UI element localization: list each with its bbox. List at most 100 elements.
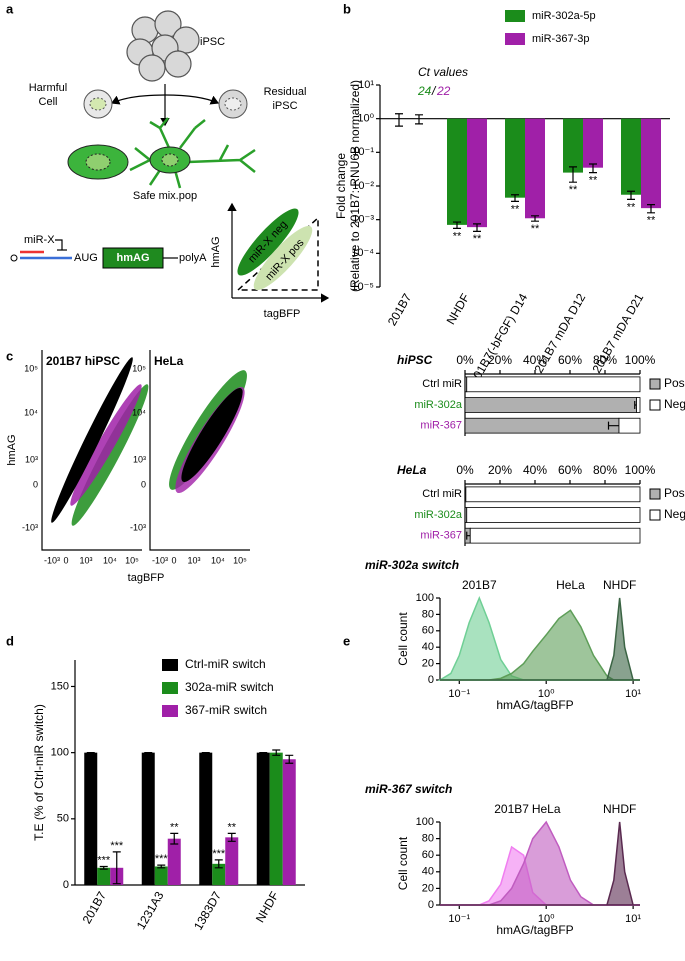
x-tick-label: -10³ xyxy=(152,555,168,565)
x-tick-label: 0 xyxy=(171,555,176,565)
y-tick-label: 10³ xyxy=(133,454,146,464)
x-tick-label: 10⁴ xyxy=(211,555,225,565)
x-tick-label: 1231A3 xyxy=(134,889,167,932)
x-tick-label: 10⁰ xyxy=(538,913,555,925)
significance: ** xyxy=(647,215,656,227)
x-tick-label: 10⁴ xyxy=(103,555,117,565)
x-tick-label: 10⁵ xyxy=(125,555,139,565)
legend-swatch xyxy=(649,399,661,411)
label: AUG xyxy=(74,252,98,264)
significance: ** xyxy=(569,184,578,196)
x-tick-label: NHDF xyxy=(444,291,473,327)
y-tick-label: 10⁻² xyxy=(352,180,374,192)
arrow xyxy=(164,94,220,105)
bar xyxy=(282,759,296,885)
bar xyxy=(225,837,239,885)
y-tick-label: 50 xyxy=(57,813,69,825)
chart-title: HeLa xyxy=(397,463,427,477)
x-tick-label: 40% xyxy=(523,353,547,367)
x-tick-label: 10³ xyxy=(187,555,200,565)
plot-title: HeLa xyxy=(154,354,184,368)
y-axis-label: T.E (% of Ctrl-miR switch) xyxy=(32,704,46,841)
significance: ** xyxy=(511,203,520,215)
population xyxy=(237,208,299,276)
label: miR-X xyxy=(24,234,55,246)
series-label: HeLa xyxy=(532,802,561,816)
chart-title: miR-302a switch xyxy=(365,558,459,572)
legend-label: Ctrl-miR switch xyxy=(185,657,266,671)
x-tick-label: 0% xyxy=(456,353,474,367)
panel-letter: e xyxy=(343,633,350,648)
bar xyxy=(269,752,283,885)
y-tick-label: -10³ xyxy=(130,522,146,532)
x-tick-label: NHDF xyxy=(253,889,282,925)
ct-title: Ct values xyxy=(418,65,468,79)
legend-swatch xyxy=(162,682,178,694)
x-axis-label: hmAG/tagBFP xyxy=(496,923,573,937)
x-tick-label: 10⁰ xyxy=(538,688,555,700)
legend-swatch xyxy=(649,509,661,521)
legend-label: 302a-miR switch xyxy=(185,680,274,694)
bar xyxy=(256,752,270,885)
panel-letter: a xyxy=(6,1,14,16)
y-tick-label: miR-367 xyxy=(420,420,462,432)
legend-label: Pos xyxy=(664,486,685,500)
y-tick-label: 80 xyxy=(422,608,434,620)
bar-segment xyxy=(466,376,641,393)
bar-segment xyxy=(469,527,641,544)
x-tick-label: 10³ xyxy=(79,555,92,565)
y-tick-label: 10⁰ xyxy=(357,113,374,125)
x-tick-label: 40% xyxy=(523,463,547,477)
label: Safe mix.pop xyxy=(133,190,197,202)
significance: ** xyxy=(227,821,236,833)
x-tick-label: 0 xyxy=(63,555,68,565)
significance: ** xyxy=(531,223,540,235)
significance: *** xyxy=(110,840,124,852)
bar xyxy=(84,752,98,885)
legend-label: Neg xyxy=(664,507,685,521)
error-bar xyxy=(99,865,108,870)
y-axis-label: Cell count xyxy=(396,612,410,666)
population xyxy=(253,225,313,291)
legend-label: miR-367-3p xyxy=(532,33,589,45)
legend-label: Pos xyxy=(664,376,685,390)
x-tick-label: -10³ xyxy=(44,555,60,565)
x-tick-label: 60% xyxy=(558,463,582,477)
cap xyxy=(10,254,18,262)
axis-label: hmAG xyxy=(210,236,222,267)
bar-segment xyxy=(466,507,641,523)
significance: *** xyxy=(97,854,111,866)
y-tick-label: 10⁴ xyxy=(132,407,146,417)
y-tick-label: Ctrl miR xyxy=(422,488,462,500)
x-tick-label: 0% xyxy=(456,463,474,477)
y-tick-label: 40 xyxy=(422,641,434,653)
x-tick-label: 10⁻¹ xyxy=(448,688,470,700)
error-bar xyxy=(214,859,223,869)
bar xyxy=(505,118,525,198)
y-tick-label: 80 xyxy=(422,833,434,845)
inhibit xyxy=(55,239,63,250)
x-tick-label: 1383D7 xyxy=(191,889,224,933)
y-tick-label: 10⁻¹ xyxy=(352,146,374,158)
y-tick-label: 0 xyxy=(141,479,146,489)
error-bar xyxy=(627,190,635,200)
label: hmAG xyxy=(117,252,150,264)
x-tick-label: 60% xyxy=(558,353,582,367)
y-tick-label: 0 xyxy=(428,674,434,686)
x-tick-label: 100% xyxy=(625,353,656,367)
y-tick-label: 20 xyxy=(422,658,434,670)
error-bar xyxy=(415,114,423,125)
y-tick-label: 10⁵ xyxy=(132,363,146,373)
chart-title: miR-367 switch xyxy=(365,782,452,796)
x-tick-label: 201B7(-bFGF) D14 xyxy=(467,291,531,387)
flow-plot xyxy=(41,350,149,551)
significance: ** xyxy=(453,230,462,242)
y-axis-label: (Relative to 201B7: RNU6B normalized) xyxy=(348,80,362,292)
ct-separator: / xyxy=(431,84,437,98)
series-label: HeLa xyxy=(556,578,585,592)
bar xyxy=(525,118,545,219)
error-bar xyxy=(395,113,403,127)
bar xyxy=(154,866,168,885)
y-tick-label: 100 xyxy=(51,747,69,759)
